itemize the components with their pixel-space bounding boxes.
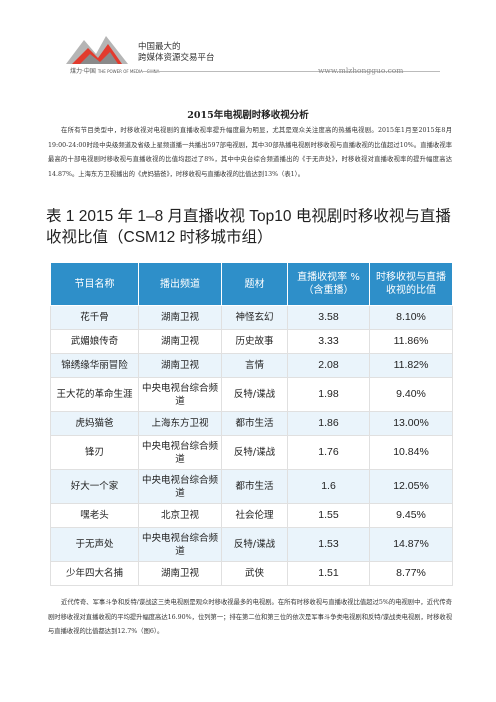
logo-icon [66,36,128,64]
cell-ratio: 10.84% [369,435,453,470]
cell-channel: 中央电视台综合频道 [138,527,222,562]
cell-name: 王大花的革命生涯 [50,377,139,412]
cell-name: 于无声处 [50,527,139,562]
logo-text: 煤力·中国 THE POWER OF MEDIA · CHINA [70,66,159,75]
brand-line-2: 跨媒体资源交易平台 [138,53,215,63]
table-row: 少年四大名捕 湖南卫视 武侠 1.51 8.77% [50,561,453,586]
cell-channel: 湖南卫视 [138,561,222,586]
table-row: 于无声处 中央电视台综合频道 反特/谍战 1.53 14.87% [50,527,453,562]
table-row: 锋刃 中央电视台综合频道 反特/谍战 1.76 10.84% [50,435,453,470]
cell-rating: 3.33 [287,329,370,354]
cell-genre: 社会伦理 [221,503,288,528]
cell-genre: 神怪玄幻 [221,305,288,330]
cell-channel: 中央电视台综合频道 [138,435,222,470]
cell-ratio: 8.77% [369,561,453,586]
brand-line-1: 中国最大的 [138,42,181,52]
cell-name: 好大一个家 [50,469,139,504]
cell-channel: 湖南卫视 [138,353,222,378]
cell-rating: 3.58 [287,305,370,330]
cell-name: 虎妈猫爸 [50,411,139,436]
header-divider [140,71,440,72]
table-row: 武媚娘传奇 湖南卫视 历史故事 3.33 11.86% [50,329,453,354]
logo-name: 煤力·中国 [70,68,96,75]
website-link[interactable]: www.mlzhongguo.com [318,66,404,75]
cell-rating: 2.08 [287,353,370,378]
table-header-row: 节目名称 播出频道 题材 直播收视率 %（含重播） 时移收视与直播收视的比值 [50,262,453,306]
cell-genre: 反特/谍战 [221,527,288,562]
cell-name: 锦绣缘华丽冒险 [50,353,139,378]
cell-genre: 言情 [221,353,288,378]
cell-rating: 1.51 [287,561,370,586]
cell-rating: 1.55 [287,503,370,528]
cell-name: 少年四大名捕 [50,561,139,586]
cell-channel: 中央电视台综合频道 [138,377,222,412]
cell-rating: 1.86 [287,411,370,436]
document-title: 2015年电视剧时移收视分析 [187,110,309,121]
cell-ratio: 14.87% [369,527,453,562]
table-row: 嘿老头 北京卫视 社会伦理 1.55 9.45% [50,503,453,528]
cell-genre: 都市生活 [221,411,288,436]
cell-ratio: 11.82% [369,353,453,378]
cell-channel: 湖南卫视 [138,329,222,354]
cell-name: 花千骨 [50,305,139,330]
cell-rating: 1.6 [287,469,370,504]
column-header-genre: 题材 [221,262,288,306]
cell-genre: 武侠 [221,561,288,586]
cell-rating: 1.53 [287,527,370,562]
cell-genre: 反特/谍战 [221,377,288,412]
page-header: 煤力·中国 THE POWER OF MEDIA · CHINA 中国最大的 跨… [0,0,496,90]
cell-ratio: 9.45% [369,503,453,528]
cell-name: 嘿老头 [50,503,139,528]
cell-channel: 湖南卫视 [138,305,222,330]
cell-genre: 都市生活 [221,469,288,504]
cell-genre: 历史故事 [221,329,288,354]
cell-genre: 反特/谍战 [221,435,288,470]
cell-ratio: 12.05% [369,469,453,504]
paragraph-1: 在所有节目类型中，时移收视对电视剧的直播收视率提升幅度最为明显，尤其是观众关注度… [48,127,452,178]
column-header-name: 节目名称 [50,262,139,306]
brand-slogan: 中国最大的 跨媒体资源交易平台 [138,42,215,64]
cell-channel: 上海东方卫视 [138,411,222,436]
cell-rating: 1.98 [287,377,370,412]
column-header-ratio: 时移收视与直播收视的比值 [369,262,453,306]
table-row: 王大花的革命生涯 中央电视台综合频道 反特/谍战 1.98 9.40% [50,377,453,412]
cell-channel: 北京卫视 [138,503,222,528]
table-row: 锦绣缘华丽冒险 湖南卫视 言情 2.08 11.82% [50,353,453,378]
cell-ratio: 8.10% [369,305,453,330]
column-header-rating: 直播收视率 %（含重播） [287,262,370,306]
cell-channel: 中央电视台综合频道 [138,469,222,504]
cell-ratio: 13.00% [369,411,453,436]
table-heading: 表 1 2015 年 1–8 月直播收视 Top10 电视剧时移收视与直播收视比… [46,208,451,246]
column-header-channel: 播出频道 [138,262,222,306]
paragraph-2: 近代传奇、军事斗争和反特/谍战这三类电视剧是观众时移收视最多的电视剧。在所有时移… [48,599,452,635]
ratings-table: 节目名称 播出频道 题材 直播收视率 %（含重播） 时移收视与直播收视的比值 花… [50,262,453,586]
logo-subtext: THE POWER OF MEDIA · CHINA [97,69,160,74]
table-row: 花千骨 湖南卫视 神怪玄幻 3.58 8.10% [50,305,453,330]
cell-ratio: 11.86% [369,329,453,354]
cell-name: 锋刃 [50,435,139,470]
table-row: 虎妈猫爸 上海东方卫视 都市生活 1.86 13.00% [50,411,453,436]
cell-name: 武媚娘传奇 [50,329,139,354]
table-row: 好大一个家 中央电视台综合频道 都市生活 1.6 12.05% [50,469,453,504]
cell-rating: 1.76 [287,435,370,470]
cell-ratio: 9.40% [369,377,453,412]
